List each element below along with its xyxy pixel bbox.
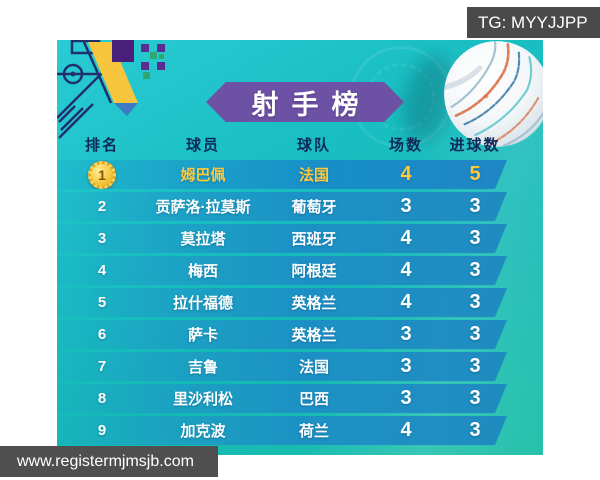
player-name: 贡萨洛·拉莫斯 <box>155 199 251 216</box>
header-rank: 排名 <box>84 137 119 154</box>
goals-value: 3 <box>469 259 481 281</box>
goals-value: 3 <box>469 387 481 409</box>
team-name: 西班牙 <box>291 231 337 248</box>
matches-value: 3 <box>400 355 412 377</box>
header-team: 球队 <box>296 137 331 154</box>
header-player: 球员 <box>185 137 220 154</box>
team-name: 英格兰 <box>291 327 337 344</box>
rank-cell: 2 <box>97 198 107 215</box>
table-header: 排名 球员 球队 场数 进球数 <box>57 134 507 155</box>
team-name: 荷兰 <box>298 423 329 440</box>
player-name: 姆巴佩 <box>180 167 226 184</box>
team-name: 巴西 <box>298 391 329 408</box>
matches-value: 3 <box>400 195 412 217</box>
team-name: 阿根廷 <box>291 263 337 280</box>
scorer-rows: 1 姆巴佩 法国 4 5 2 贡萨洛·拉莫斯 葡萄牙 3 3 3 莫拉塔 西班牙 4 3 4 梅西 阿根廷 4 3 5 拉… <box>57 160 507 448</box>
matches-value: 4 <box>400 419 412 441</box>
matches-value: 3 <box>400 323 412 345</box>
header-goals: 进球数 <box>449 137 501 154</box>
rank-cell: 9 <box>97 422 107 439</box>
world-cup-corner-art-icon <box>57 40 165 139</box>
goals-value: 3 <box>469 227 481 249</box>
team-name: 法国 <box>298 359 329 376</box>
table-row: 9 加克波 荷兰 4 3 <box>57 416 507 445</box>
matches-value: 3 <box>400 387 412 409</box>
player-name: 吉鲁 <box>187 359 218 376</box>
player-name: 拉什福德 <box>172 295 233 312</box>
page-title: 射手榜 <box>251 89 372 120</box>
player-name: 萨卡 <box>187 327 218 344</box>
soccer-ball-icon <box>444 41 543 147</box>
goals-value: 3 <box>469 323 481 345</box>
player-name: 加克波 <box>180 423 226 440</box>
rank-cell: 7 <box>97 358 107 375</box>
team-name: 葡萄牙 <box>291 199 337 216</box>
team-name: 法国 <box>298 167 329 184</box>
rank-cell: 1 <box>57 161 147 189</box>
table-row: 3 莫拉塔 西班牙 4 3 <box>57 224 507 253</box>
goals-value: 3 <box>469 195 481 217</box>
goals-value: 3 <box>469 291 481 313</box>
rank-number: 1 <box>98 166 106 183</box>
team-name: 英格兰 <box>291 295 337 312</box>
rank-cell: 6 <box>97 326 107 343</box>
gold-medal-icon: 1 <box>88 161 116 189</box>
player-name: 里沙利松 <box>172 391 233 408</box>
player-name: 莫拉塔 <box>180 231 226 248</box>
matches-value: 4 <box>400 227 412 249</box>
goals-value: 5 <box>469 163 481 185</box>
header-matches: 场数 <box>388 137 423 154</box>
scorers-panel: 射手榜 <box>57 40 543 455</box>
player-name: 梅西 <box>187 263 218 280</box>
telegram-watermark: TG: MYYJJPP <box>467 7 600 38</box>
matches-value: 4 <box>400 163 412 185</box>
matches-value: 4 <box>400 259 412 281</box>
rank-cell: 5 <box>97 294 107 311</box>
table-row: 8 里沙利松 巴西 3 3 <box>57 384 507 413</box>
rank-cell: 4 <box>97 262 107 279</box>
rank-cell: 3 <box>97 230 107 247</box>
title-banner: 射手榜 <box>206 82 404 122</box>
table-row: 5 拉什福德 英格兰 4 3 <box>57 288 507 317</box>
table-row: 6 萨卡 英格兰 3 3 <box>57 320 507 349</box>
table-row: 4 梅西 阿根廷 4 3 <box>57 256 507 285</box>
table-row: 2 贡萨洛·拉莫斯 葡萄牙 3 3 <box>57 192 507 221</box>
matches-value: 4 <box>400 291 412 313</box>
rank-cell: 8 <box>97 390 107 407</box>
website-watermark: www.registermjmsjb.com <box>0 446 218 477</box>
goals-value: 3 <box>469 355 481 377</box>
goals-value: 3 <box>469 419 481 441</box>
table-row: 7 吉鲁 法国 3 3 <box>57 352 507 381</box>
table-row: 1 姆巴佩 法国 4 5 <box>57 160 507 189</box>
